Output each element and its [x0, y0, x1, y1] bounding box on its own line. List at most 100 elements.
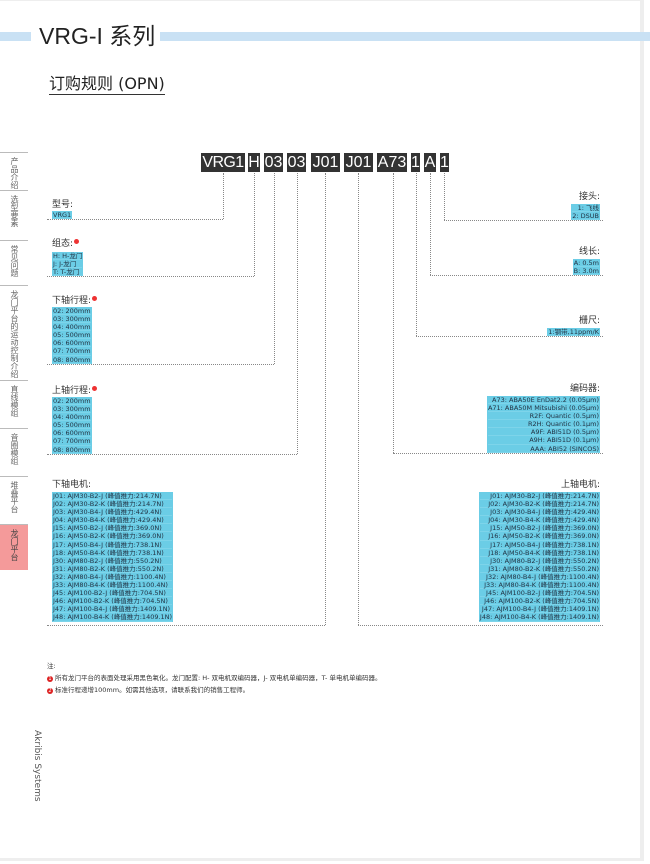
sidebar-item[interactable]: 音圈模组 [0, 428, 28, 476]
option-item: J01: AJM30-B2-J (峰值推力:214.7N) [53, 492, 172, 500]
option-list: A: 0.5m B: 3.0m [572, 259, 600, 276]
field-label-text: 上轴行程: [52, 386, 92, 396]
option-list: 02: 200mm 03: 300mm 04: 400mm 05: 500mm 06: … [52, 307, 92, 364]
option-item: J18: AJM50-B4-K (峰值推力:738.1N) [53, 549, 172, 557]
connector-line [444, 220, 603, 221]
field-label-text: 组态: [52, 239, 74, 249]
option-item: 05: 500mm [53, 421, 91, 430]
option-item: J31: AJM80-B2-K (峰值推力:550.2N) [480, 565, 599, 573]
option-item: 2: DSUB [572, 212, 599, 221]
sidebar-item-label: 产品介绍 [10, 157, 19, 189]
option-item: B: 3.0m [573, 267, 599, 276]
option-item: VRG1 [53, 211, 72, 219]
option-item: J17: AJM50-B4-J (峰值推力:738.1N) [53, 541, 172, 549]
option-list: VRG1 [52, 211, 73, 220]
option-list: 02: 200mm 03: 300mm 04: 400mm 05: 500mm 06: … [52, 397, 92, 454]
option-item: AAA: ABI52 (SINCOS) [488, 445, 599, 453]
option-item: J: J-龙门 [53, 260, 82, 268]
option-item: J04: AJM30-B4-K (峰值推力:429.4N) [53, 516, 172, 524]
connector-line [274, 173, 275, 364]
sidebar-item[interactable]: 选型要素 [0, 190, 28, 240]
connector-line [393, 453, 603, 454]
option-list: J01: AJM30-B2-J (峰值推力:214.7N) J02: AJM30-… [478, 492, 600, 622]
option-item: J03: AJM30-B4-J (峰值推力:429.4N) [53, 508, 172, 516]
code-segment: A73 [377, 153, 407, 172]
option-list: 1:钢带,11ppm/K [547, 328, 600, 337]
option-item: J45: AJM100-B2-J (峰值推力:704.5N) [53, 589, 172, 597]
connector-line [47, 454, 297, 455]
field-label: 编码器: [569, 384, 600, 394]
option-item: 06: 600mm [53, 429, 91, 438]
option-item: 1:钢带,11ppm/K [548, 328, 599, 336]
option-item: H: H-龙门 [53, 252, 83, 260]
note-marker-icon [74, 239, 80, 244]
sidebar-item[interactable]: 常见问题 [0, 240, 28, 285]
sidebar-item[interactable]: 产品介绍 [0, 152, 28, 190]
option-item: 05: 500mm [53, 331, 91, 340]
option-item: 04: 400mm [53, 413, 91, 422]
code-segment: J01 [311, 153, 340, 172]
field-label: 组态: [52, 239, 80, 249]
note-marker-icon [92, 386, 98, 391]
option-item: 06: 600mm [53, 339, 91, 348]
option-item: 03: 300mm [53, 315, 91, 324]
sidebar-item[interactable]: 龙门平台的运动控制介绍 [0, 285, 28, 380]
connector-line [393, 173, 394, 453]
option-item: A73: ABA50E EnDat2.2 (0.05μm) [488, 396, 599, 404]
connector-line [223, 173, 224, 219]
code-segment: H [248, 153, 260, 172]
code-segment: 03 [264, 153, 283, 172]
option-item: J15: AJM50-B2-J (峰值推力:369.0N) [53, 524, 172, 532]
code-segment: 03 [287, 153, 306, 172]
option-item: 07: 700mm [53, 437, 91, 446]
sidebar-item[interactable]: 龙门平台 [0, 524, 28, 570]
sidebar-item[interactable]: 直线模组 [0, 380, 28, 428]
option-item: J46: AJM100-B2-K (峰值推力:704.5N) [480, 597, 599, 605]
option-item: J16: AJM50-B2-K (峰值推力:369.0N) [480, 532, 599, 540]
sidebar-item-label: 选型要素 [10, 195, 19, 227]
sidebar-item[interactable]: 堆叠平台 [0, 476, 28, 524]
code-segment: J01 [344, 153, 373, 172]
connector-line [47, 276, 254, 277]
option-list: H: H-龙门 J: J-龙门 T: T-龙门 [52, 252, 84, 277]
field-label: 接头: [578, 192, 600, 202]
option-list: A73: ABA50E EnDat2.2 (0.05μm) A71: ABA50M… [486, 396, 600, 453]
connector-line [430, 173, 431, 275]
sidebar-item-label: 直线模组 [10, 385, 19, 417]
option-item: J31: AJM80-B2-K (峰值推力:550.2N) [53, 565, 172, 573]
option-item: J32: AJM80-B4-J (峰值推力:1100.4N) [480, 573, 599, 581]
option-item: A: 0.5m [573, 259, 599, 267]
option-item: J04: AJM30-B4-K (峰值推力:429.4N) [480, 516, 599, 524]
section-title: 订购规则 (OPN) [49, 74, 165, 95]
header-bar-right [160, 32, 650, 41]
code-segment: A [424, 153, 436, 172]
connector-line [47, 625, 325, 626]
sidebar-item-label: 堆叠平台 [10, 481, 19, 513]
option-item: J47: AJM100-B4-J (峰值推力:1409.1N) [53, 605, 171, 614]
option-item: J33: AJM80-B4-K (峰值推力:1100.4N) [480, 581, 599, 589]
option-item: A9H: ABI51D (0.1μm) [488, 436, 599, 444]
note-item: 1 所有龙门平台的表面处理采用黑色氧化。龙门配置: H- 双电机双编码器，J- 双… [47, 672, 381, 684]
option-item: J03: AJM30-B4-J (峰值推力:429.4N) [480, 508, 599, 516]
header-bar-left [0, 32, 31, 41]
brand-name: Akribis Systems [32, 730, 42, 802]
option-item: J32: AJM80-B4-J (峰值推力:1100.4N) [53, 573, 172, 581]
option-item: 08: 800mm [53, 355, 91, 364]
field-label-text: 型号: [52, 200, 74, 210]
option-item: J47: AJM100-B4-J (峰值推力:1409.1N) [481, 605, 599, 614]
option-item: R2F: Quantic (0.5μm) [488, 412, 599, 420]
field-label: 型号: [52, 200, 73, 210]
option-item: J48: AJM100-B4-K (峰值推力:1409.1N) [53, 613, 173, 622]
option-item: J02: AJM30-B2-K (峰值推力:214.7N) [53, 500, 172, 508]
option-item: J02: AJM30-B2-K (峰值推力:214.7N) [480, 500, 599, 508]
note-marker-icon: 2 [47, 688, 53, 694]
sidebar-item-label: 龙门平台的运动控制介绍 [10, 290, 19, 378]
connector-line [325, 173, 326, 625]
field-label: 栅尺: [578, 316, 600, 326]
option-item: 1: 飞线 [572, 204, 599, 212]
option-item: 02: 200mm [53, 397, 91, 405]
connector-line [444, 173, 445, 220]
connector-line [358, 173, 359, 625]
connector-line [297, 173, 298, 454]
option-list: 1: 飞线 2: DSUB [571, 204, 600, 221]
